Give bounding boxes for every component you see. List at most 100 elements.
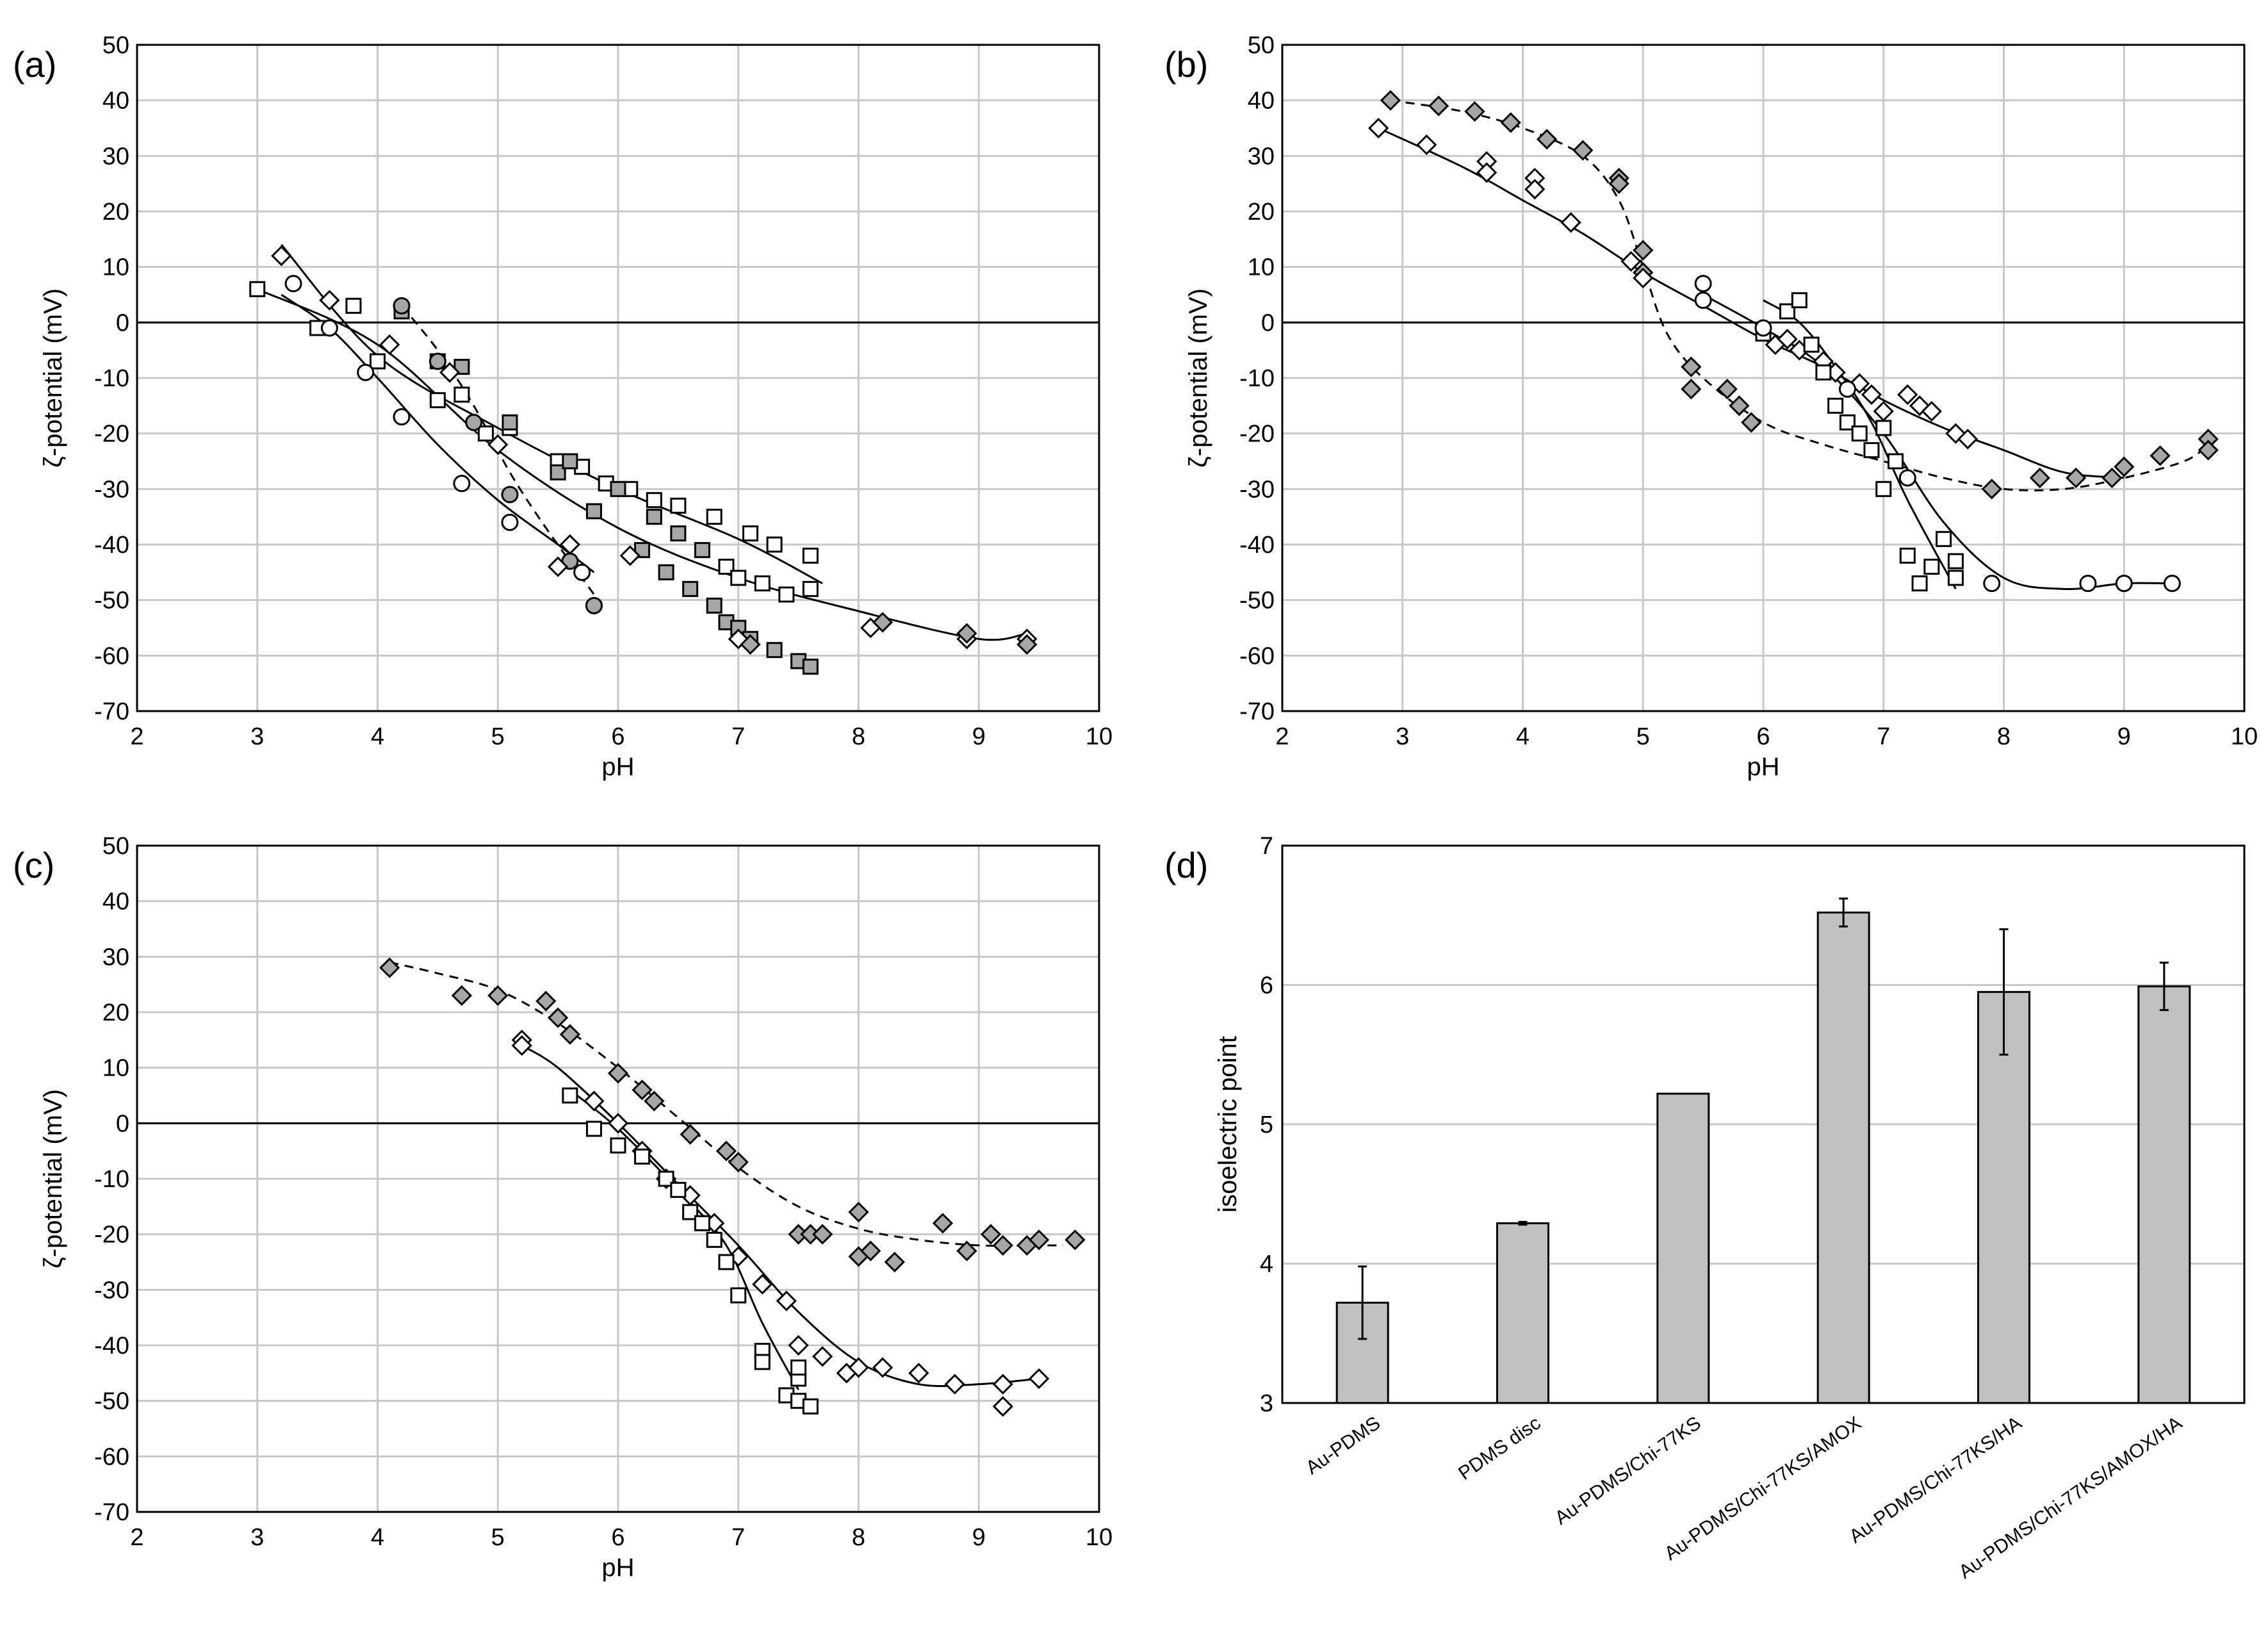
y-tick-label: -30 — [1239, 476, 1275, 503]
series-white-squares — [562, 1087, 819, 1415]
data-point — [706, 509, 722, 525]
data-point — [778, 586, 795, 603]
data-point — [1861, 384, 1882, 406]
bar — [2137, 985, 2191, 1404]
panel-letter: (c) — [13, 845, 54, 885]
data-point — [992, 1396, 1013, 1417]
data-point — [956, 1240, 977, 1261]
y-tick-label: 3 — [1260, 1390, 1273, 1417]
data-point — [453, 386, 470, 403]
data-point — [1560, 212, 1581, 233]
y-tick-label: 30 — [1248, 143, 1275, 170]
data-point — [320, 319, 338, 337]
data-point — [766, 642, 783, 659]
bar — [1496, 1222, 1549, 1404]
data-point — [1694, 275, 1712, 293]
data-point — [706, 597, 722, 614]
data-point — [670, 525, 687, 542]
data-point — [752, 1274, 773, 1295]
data-point — [428, 352, 446, 370]
y-tick-label: 30 — [102, 944, 129, 971]
x-tick-label: 5 — [1636, 723, 1650, 750]
data-point — [1911, 575, 1928, 592]
data-point — [1897, 384, 1918, 406]
series-white-diamonds — [271, 245, 1038, 650]
y-tick-label: -40 — [94, 1333, 129, 1359]
y-axis-label: ζ-potential (mV) — [39, 1089, 67, 1268]
data-point — [2150, 445, 2171, 466]
data-point — [1741, 412, 1762, 433]
data-point — [682, 1204, 699, 1220]
data-point — [607, 1113, 629, 1134]
data-point — [802, 1398, 819, 1415]
data-point — [502, 414, 518, 431]
data-point — [610, 1137, 626, 1154]
x-tick-label: 6 — [1756, 723, 1770, 750]
plot-frame — [1281, 44, 2246, 712]
y-tick-label: 50 — [102, 32, 129, 59]
data-point — [562, 1087, 578, 1104]
data-point — [646, 509, 662, 525]
y-tick-label: 7 — [1260, 833, 1273, 860]
x-tick-label: 5 — [491, 1524, 505, 1551]
y-tick-label: 40 — [102, 88, 129, 115]
x-tick-label: 2 — [130, 723, 143, 750]
data-point — [670, 497, 687, 514]
x-tick-label: 8 — [1997, 723, 2011, 750]
x-tick-label: 7 — [731, 723, 745, 750]
series-gray-diamonds — [379, 957, 1086, 1273]
data-point — [465, 413, 483, 431]
data-point — [1803, 336, 1820, 353]
data-point — [812, 1346, 833, 1367]
data-point — [1681, 356, 1702, 377]
data-point — [2079, 575, 2097, 593]
y-tick-label: -40 — [94, 532, 129, 559]
panel-d: (d) 3 4 5 6 7 isoelectric point Au-PDMS PDMS dis… — [1164, 833, 2246, 1583]
y-tick-label: 10 — [1248, 254, 1275, 281]
x-tick-label: 9 — [2117, 723, 2131, 750]
data-point — [1947, 553, 1964, 570]
data-point — [728, 1151, 749, 1173]
x-tick-label: 6 — [611, 1524, 624, 1551]
series-gray-diamonds — [740, 612, 1038, 655]
dashed-fit-curve — [389, 961, 1063, 1247]
data-point — [1899, 547, 1916, 564]
y-tick-label: 0 — [116, 309, 129, 336]
data-point — [548, 1007, 569, 1028]
data-point — [501, 486, 519, 504]
x-tick-label: 8 — [852, 1524, 865, 1551]
series-white-diamonds — [1368, 117, 1978, 450]
y-tick-label: 5 — [1260, 1112, 1273, 1138]
data-point — [742, 525, 759, 542]
data-point — [585, 503, 602, 520]
panel-letter: (a) — [13, 44, 56, 85]
x-tick-label: 2 — [130, 1524, 143, 1551]
data-point — [1873, 400, 1894, 422]
data-point — [271, 245, 292, 267]
data-point — [1983, 575, 2001, 593]
data-point — [284, 275, 302, 293]
data-point — [619, 545, 640, 566]
category-label: PDMS disc — [1455, 1413, 1544, 1484]
data-point — [740, 634, 761, 655]
x-tick-label: 3 — [250, 723, 264, 750]
y-tick-label: -60 — [94, 1443, 129, 1470]
data-point — [393, 297, 411, 315]
data-point — [1029, 1229, 1050, 1251]
solid-fit-curve — [281, 244, 823, 584]
y-tick-label: -30 — [94, 1277, 129, 1304]
data-point — [1838, 380, 1856, 398]
data-point — [1428, 95, 1449, 117]
data-point — [379, 334, 400, 356]
panel-a: (a) 50 40 30 20 10 0 -10 -20 -30 -40 -50 -60 -702 3 4 5 6… — [13, 32, 1113, 781]
bar — [1656, 1092, 1710, 1404]
data-point — [908, 1363, 929, 1384]
data-point — [1957, 429, 1978, 450]
x-tick-label: 7 — [731, 1524, 745, 1551]
data-point — [1694, 291, 1712, 309]
data-point — [1981, 479, 2002, 500]
x-tick-label: 4 — [371, 723, 384, 750]
y-tick-label: 50 — [1248, 32, 1275, 59]
y-tick-label: -70 — [94, 698, 129, 725]
